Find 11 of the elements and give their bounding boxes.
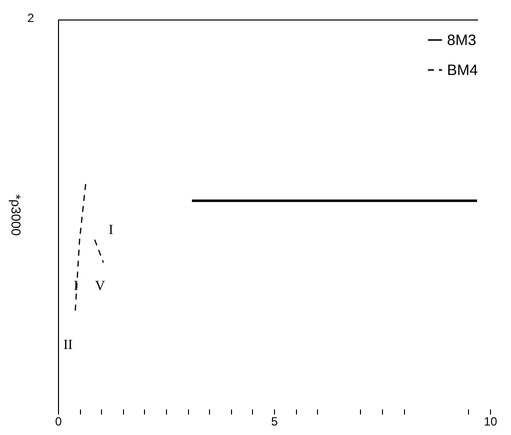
annotation: I xyxy=(74,279,79,294)
annotation: I xyxy=(108,223,114,238)
annotation: II xyxy=(63,338,73,353)
x-tick-label: 10 xyxy=(484,414,498,428)
legend-label: BM4 xyxy=(447,62,478,79)
annotation: V xyxy=(94,279,106,294)
y-axis-title: *ρ3000 xyxy=(8,194,24,236)
legend-label: 8M3 xyxy=(447,32,476,49)
text: 2 xyxy=(27,11,34,25)
x-tick-label: 0 xyxy=(55,414,62,428)
x-tick-label: 5 xyxy=(271,414,278,428)
